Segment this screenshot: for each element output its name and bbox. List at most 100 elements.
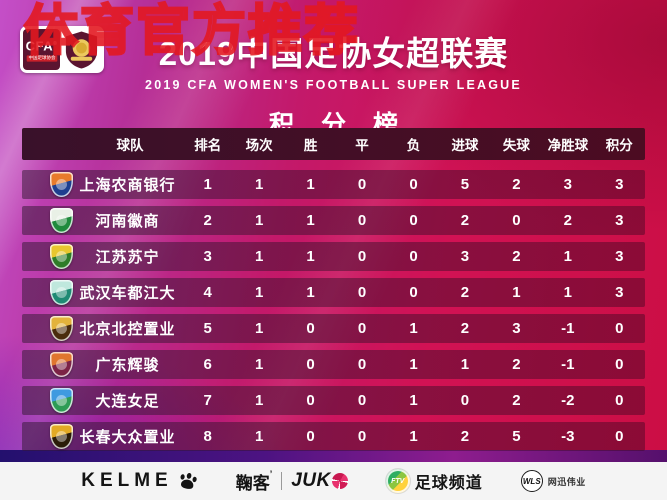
team-cell: 河南徽商: [22, 208, 182, 233]
cell-排名: 4: [203, 284, 212, 301]
team-crest-icon: [50, 172, 73, 197]
cell-胜: 0: [306, 356, 315, 373]
cell-净胜球: -1: [561, 320, 575, 337]
sponsor-juke: 鞠客’ JUK: [236, 469, 348, 494]
cfa-logo-box: CFA® 中国足球协会: [23, 29, 61, 70]
cell-平: 0: [357, 320, 367, 337]
team-name: 北京北控置业: [79, 321, 176, 338]
cell-进球: 2: [460, 212, 470, 229]
cell-负: 1: [409, 392, 418, 409]
crest-core: [56, 251, 67, 262]
registered-mark: ®: [53, 40, 58, 47]
column-header-球队: 球队: [116, 138, 144, 153]
cell-场次: 1: [254, 356, 264, 373]
team-name: 广东辉骏: [95, 357, 160, 374]
cell-净胜球: -3: [561, 428, 575, 445]
cell-排名: 3: [203, 248, 212, 265]
column-header-积分: 积分: [605, 138, 633, 153]
sponsor-bar: KELME 鞠客’ JUK FTV 足球频道 WLS 网迅伟业: [0, 462, 667, 500]
crest-core: [56, 287, 67, 298]
ftv-icon: FTV: [385, 469, 410, 493]
juke-mark: ’: [269, 468, 273, 479]
cell-平: 0: [357, 284, 367, 301]
crest-core: [56, 215, 67, 226]
cell-平: 0: [357, 392, 367, 409]
column-header-胜: 胜: [303, 138, 318, 153]
cell-进球: 0: [460, 392, 470, 409]
column-header-负: 负: [406, 138, 421, 153]
cell-排名: 8: [203, 428, 212, 445]
team-name: 江苏苏宁: [95, 249, 160, 266]
juke-cn-wordmark: 鞠客’: [235, 468, 273, 493]
cell-失球: 2: [512, 392, 521, 409]
cell-场次: 1: [254, 392, 264, 409]
team-name: 长春大众置业: [79, 429, 176, 446]
column-header-进球: 进球: [451, 138, 479, 153]
cell-胜: 0: [306, 320, 315, 337]
cell-胜: 0: [306, 428, 315, 445]
team-crest-icon: [50, 244, 73, 269]
team-cell: 北京北控置业: [22, 316, 182, 341]
cell-积分: 0: [615, 428, 624, 445]
cell-胜: 1: [306, 248, 315, 265]
crest-core: [56, 431, 67, 442]
cell-胜: 0: [306, 392, 315, 409]
cell-负: 1: [409, 320, 418, 337]
cell-场次: 1: [254, 248, 264, 265]
cell-失球: 5: [512, 428, 521, 445]
cell-负: 0: [409, 212, 418, 229]
table-row: 大连女足 7 1 0 0 1 0 2 -2 0: [22, 386, 645, 415]
cell-场次: 1: [254, 284, 264, 301]
wls-icon: WLS: [520, 470, 543, 492]
cell-胜: 1: [306, 176, 315, 193]
team-crest-icon: [50, 208, 73, 233]
cell-失球: 3: [512, 320, 521, 337]
sponsor-wls: WLS 网迅伟业: [520, 470, 586, 492]
column-header-净胜球: 净胜球: [547, 138, 589, 153]
cfa-logo-subtext: 中国足球协会: [26, 55, 57, 62]
cell-失球: 2: [512, 248, 521, 265]
cell-排名: 7: [203, 392, 212, 409]
team-crest-icon: [50, 316, 73, 341]
standings-table: 球队 排名 场次 胜 平 负 进球 失球 净胜球 积分 上海农商银行 1 1 1 0 0 5 2 3 3 河南徽商 2 1…: [22, 128, 645, 458]
table-header-row: 球队 排名 场次 胜 平 负 进球 失球 净胜球 积分: [22, 128, 645, 160]
team-name: 上海农商银行: [79, 177, 176, 194]
page-subtitle: 2019 CFA WOMEN'S FOOTBALL SUPER LEAGUE: [145, 78, 522, 92]
cell-积分: 0: [615, 320, 624, 337]
column-header-场次: 场次: [245, 138, 273, 153]
cell-负: 1: [409, 428, 418, 445]
cell-积分: 3: [615, 248, 624, 265]
cell-净胜球: 3: [563, 176, 572, 193]
cell-平: 0: [357, 212, 367, 229]
cell-进球: 2: [460, 428, 470, 445]
cell-胜: 1: [306, 212, 315, 229]
cell-场次: 1: [254, 176, 264, 193]
table-row: 上海农商银行 1 1 1 0 0 5 2 3 3: [22, 170, 645, 199]
table-row: 河南徽商 2 1 1 0 0 2 0 2 3: [22, 206, 645, 235]
cell-场次: 1: [254, 428, 264, 445]
cell-失球: 2: [512, 176, 521, 193]
table-row: 武汉车都江大 4 1 1 0 0 2 1 1 3: [22, 278, 645, 307]
cell-进球: 3: [460, 248, 470, 265]
crest-core: [56, 395, 67, 406]
cell-失球: 2: [512, 356, 521, 373]
kelme-wordmark: KELME: [81, 470, 173, 491]
cell-排名: 1: [203, 176, 212, 193]
table-row: 广东辉骏 6 1 0 0 1 1 2 -1 0: [22, 350, 645, 379]
table-row: 北京北控置业 5 1 0 0 1 2 3 -1 0: [22, 314, 645, 343]
cell-净胜球: -1: [561, 356, 575, 373]
juke-en-wordmark: JUK: [291, 470, 331, 491]
cell-负: 0: [409, 248, 418, 265]
table-body: 上海农商银行 1 1 1 0 0 5 2 3 3 河南徽商 2 1 1 0 0 2 0 2 3 江苏苏宁 3 1 1 0 0 3 2 1…: [22, 170, 645, 451]
cell-失球: 0: [512, 212, 521, 229]
league-crest-icon: [65, 31, 98, 69]
bottom-accent-band: [0, 450, 667, 462]
cell-平: 0: [357, 176, 367, 193]
football-icon: [331, 473, 348, 489]
team-cell: 大连女足: [22, 388, 182, 413]
cell-场次: 1: [254, 320, 264, 337]
team-cell: 广东辉骏: [22, 352, 182, 377]
cell-负: 1: [409, 356, 418, 373]
cell-负: 0: [409, 284, 418, 301]
cell-净胜球: 2: [563, 212, 572, 229]
